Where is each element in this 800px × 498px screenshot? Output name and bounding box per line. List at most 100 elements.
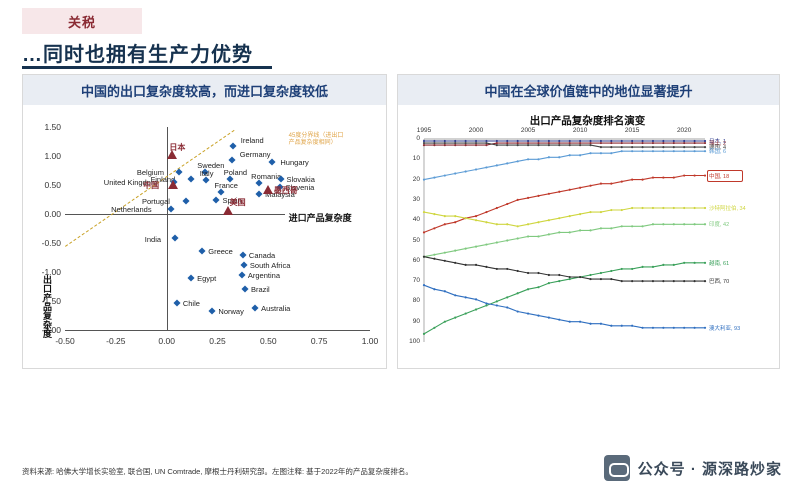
highlight-marker bbox=[168, 180, 179, 189]
scatter-point-label: Sweden bbox=[197, 160, 225, 170]
rank-y-tick: 20 bbox=[412, 175, 420, 183]
y-tick-label: 0.50 bbox=[44, 180, 61, 190]
x-tick-label: 0.00 bbox=[158, 336, 175, 346]
scatter-point-label: South Africa bbox=[249, 261, 291, 271]
source-note: 资料来源: 哈佛大学增长实验室, 联合国, UN Comtrade, 摩根士丹利… bbox=[22, 467, 413, 476]
series-end-label: 澳大利亚, 93 bbox=[709, 325, 741, 332]
scatter-point-label: Ireland bbox=[240, 135, 264, 145]
rank-lines bbox=[422, 138, 707, 342]
x-tick-label: 1.00 bbox=[361, 336, 379, 346]
scatter-point bbox=[238, 271, 246, 279]
scatter-point-label: Norway bbox=[218, 307, 244, 317]
x-axis-title: 进口产品复杂度 bbox=[288, 213, 352, 224]
rank-y-tick: 50 bbox=[412, 236, 420, 244]
scatter-point-label: Belgium bbox=[136, 168, 164, 178]
rank-y-tick: 60 bbox=[412, 256, 420, 264]
y-tick-label: -1.00 bbox=[41, 267, 61, 277]
y-tick-label: -0.50 bbox=[41, 238, 61, 248]
zero-line-vertical bbox=[166, 127, 168, 330]
title-underline bbox=[22, 66, 272, 69]
forty-five-degree-annotation: 45度分界线（进出口产品复杂度相同） bbox=[288, 132, 344, 147]
scatter-point bbox=[208, 307, 216, 315]
panel-right-header: 中国在全球价值链中的地位显著提升 bbox=[398, 75, 779, 105]
series-end-label: 瑞士, 2 bbox=[709, 141, 727, 148]
rank-y-tick: 90 bbox=[412, 317, 420, 325]
rank-y-tick: 40 bbox=[412, 216, 420, 224]
scatter-point-label: Brazil bbox=[250, 285, 270, 295]
x-tick-label: 0.25 bbox=[209, 336, 226, 346]
china-highlight-box bbox=[707, 169, 743, 182]
rank-x-tick: 2015 bbox=[624, 127, 640, 134]
scatter-point-label: Hungary bbox=[280, 157, 309, 167]
scatter-point bbox=[251, 304, 259, 312]
scatter-point-label: Malaysia bbox=[265, 189, 295, 199]
watermark-label: 公众号 · 源深路炒家 bbox=[637, 460, 782, 478]
scatter-plot: 45度分界线（进出口产品复杂度相同） -0.50 -0.25 0.00 0.25 0.50… bbox=[23, 105, 386, 368]
scatter-point bbox=[167, 205, 175, 213]
scatter-point bbox=[175, 168, 183, 176]
rank-y-tick: 0 bbox=[416, 135, 420, 142]
scatter-point bbox=[182, 197, 190, 205]
series-end-label: 韩国, 6 bbox=[709, 149, 727, 156]
zero-line-horizontal bbox=[65, 214, 285, 215]
rank-x-tick: 2010 bbox=[572, 127, 588, 134]
panel-right-title: 中国在全球价值链中的地位显著提升 bbox=[484, 83, 693, 99]
highlight-label: 日本 bbox=[169, 142, 186, 152]
wechat-icon bbox=[603, 455, 630, 481]
y-tick-label: -1.50 bbox=[41, 296, 61, 306]
y-tick-label: -2.00 bbox=[41, 325, 61, 335]
highlight-marker bbox=[167, 149, 178, 159]
y-tick-label: 1.00 bbox=[44, 151, 61, 161]
x-tick-label: -0.50 bbox=[55, 336, 75, 346]
page-title: …同时也拥有生产力优势 bbox=[22, 44, 253, 66]
rank-x-tick: 2005 bbox=[520, 127, 536, 134]
rank-y-tick: 30 bbox=[412, 195, 420, 203]
scatter-point-label: Portugal bbox=[141, 197, 170, 207]
scatter-point bbox=[212, 195, 221, 204]
series-end-label: 巴西, 70 bbox=[709, 279, 730, 286]
scatter-point bbox=[228, 156, 236, 164]
scatter-point bbox=[171, 234, 179, 242]
scatter-point bbox=[187, 175, 195, 183]
scatter-point bbox=[255, 190, 263, 198]
rank-y-tick: 100 bbox=[409, 338, 420, 345]
scatter-point-label: Italy bbox=[199, 169, 214, 179]
scatter-point-label: Spain bbox=[222, 195, 242, 205]
rank-x-tick: 2000 bbox=[468, 127, 484, 134]
highlight-label: 墨西哥 bbox=[273, 185, 298, 195]
scatter-point bbox=[241, 285, 249, 293]
series-end-label: 中国, 18 bbox=[709, 173, 730, 180]
rank-chart-title: 出口产品复杂度排名演变 bbox=[529, 115, 646, 127]
scatter-point bbox=[240, 261, 248, 269]
panel-left-title: 中国的出口复杂度较高，而进口复杂度较低 bbox=[80, 83, 328, 99]
y-axis-title: 出口产品复杂度 bbox=[42, 274, 52, 338]
scatter-point-label: United Kingdom bbox=[103, 178, 158, 188]
series-end-label: 越南, 61 bbox=[709, 260, 730, 267]
scatter-point-label: Slovakia bbox=[286, 175, 315, 185]
x-tick-label: -0.25 bbox=[106, 336, 126, 346]
panel-right: 中国在全球价值链中的地位显著提升 出口产品复杂度排名演变 0 10 20 30 40 50 6… bbox=[397, 74, 780, 369]
rank-y-tick: 80 bbox=[412, 297, 420, 305]
series-end-label: 印度, 42 bbox=[709, 222, 730, 229]
scatter-point-label: Egypt bbox=[197, 273, 217, 283]
scatter-point-label: Greece bbox=[208, 246, 233, 256]
scatter-point bbox=[268, 158, 276, 166]
x-axis bbox=[65, 330, 370, 331]
series-end-label: 日本, 1 bbox=[709, 139, 727, 146]
scatter-point-label: Romania bbox=[251, 172, 282, 182]
panel-left: 中国的出口复杂度较高，而进口复杂度较低 45度分界线（进出口产品复杂度相同） -0… bbox=[22, 74, 387, 369]
scatter-point-label: Slovenia bbox=[285, 182, 315, 192]
rank-line-chart: 出口产品复杂度排名演变 0 10 20 30 40 50 60 70 80 90 100 1995 200… bbox=[398, 105, 779, 368]
highlight-label: 美国 bbox=[229, 197, 246, 207]
x-tick-label: 0.75 bbox=[310, 336, 328, 346]
scatter-point-label: Finland bbox=[150, 175, 176, 185]
scatter-point bbox=[173, 299, 181, 307]
scatter-point-label: Argentina bbox=[247, 270, 280, 280]
x-tick-label: 0.50 bbox=[260, 336, 277, 346]
topic-tag: 关税 bbox=[22, 8, 142, 34]
rank-y-tick: 10 bbox=[412, 155, 420, 163]
rank-x-tick: 2020 bbox=[676, 127, 692, 134]
scatter-point bbox=[229, 142, 237, 150]
highlight-label: 中国 bbox=[143, 181, 160, 190]
scatter-point-label: Germany bbox=[239, 150, 271, 160]
